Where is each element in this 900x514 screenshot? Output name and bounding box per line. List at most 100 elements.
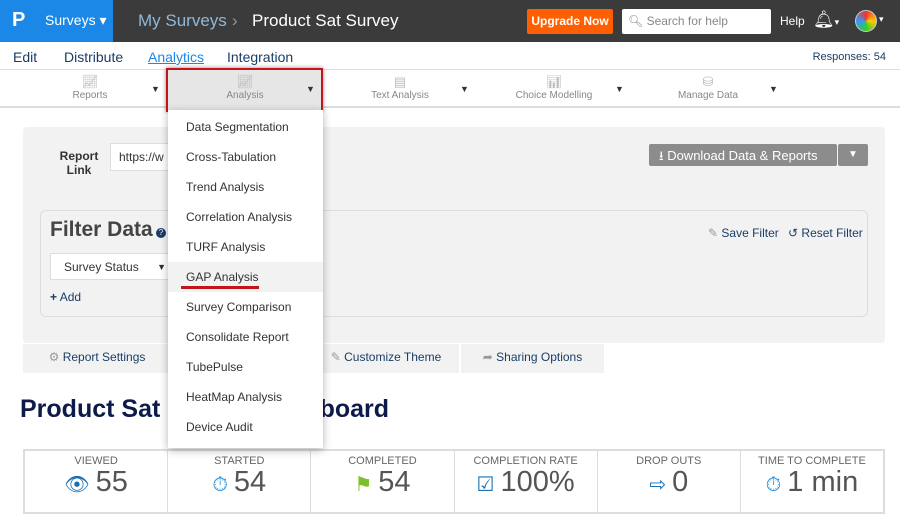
nav-distribute[interactable]: Distribute bbox=[64, 49, 124, 65]
nav-integration[interactable]: Integration bbox=[227, 49, 294, 65]
tab-label: Customize Theme bbox=[344, 350, 442, 364]
chevron-down-icon[interactable]: ▼ bbox=[615, 84, 624, 94]
analysis-dropdown-menu: Data Segmentation Cross-Tabulation Trend A… bbox=[168, 110, 323, 448]
avatar[interactable] bbox=[855, 10, 877, 32]
tool-label: Analysis bbox=[226, 90, 264, 101]
chart-icon: 📈︎ bbox=[81, 74, 99, 89]
menu-item-trend-analysis[interactable]: Trend Analysis bbox=[186, 180, 265, 194]
download-dropdown-button[interactable]: ▼ bbox=[838, 144, 868, 166]
menu-item-cross-tabulation[interactable]: Cross-Tabulation bbox=[186, 150, 277, 164]
save-label: Save Filter bbox=[721, 226, 779, 240]
flag-icon: ⚑ bbox=[354, 474, 373, 496]
stat-label: COMPLETED bbox=[348, 455, 417, 467]
chevron-down-icon[interactable]: ▾ bbox=[879, 14, 884, 24]
tab-report-settings[interactable]: ⚙ Report Settings bbox=[23, 344, 171, 373]
upgrade-button[interactable]: Upgrade Now bbox=[527, 9, 613, 34]
reset-label: Reset Filter bbox=[801, 226, 863, 240]
chevron-down-icon[interactable]: ▼ bbox=[306, 84, 315, 94]
nav-analytics[interactable]: Analytics bbox=[148, 49, 205, 65]
chevron-down-icon: ▼ bbox=[157, 262, 166, 272]
tab-label: Report Settings bbox=[62, 350, 146, 364]
toolbar bbox=[0, 71, 900, 108]
stopwatch-icon: ⏱︎ bbox=[765, 474, 782, 496]
reset-filter-button[interactable]: ↺ Reset Filter bbox=[788, 226, 863, 240]
menu-item-heatmap-analysis[interactable]: HeatMap Analysis bbox=[186, 390, 283, 404]
report-link-label: Report Link bbox=[59, 149, 99, 177]
menu-item-correlation-analysis[interactable]: Correlation Analysis bbox=[186, 210, 293, 224]
chevron-down-icon[interactable]: ▼ bbox=[769, 84, 778, 94]
menu-item-turf-analysis[interactable]: TURF Analysis bbox=[186, 240, 266, 254]
stat-label: STARTED bbox=[214, 455, 265, 467]
chart-icon: 📈︎ bbox=[236, 74, 254, 89]
menu-item-data-segmentation[interactable]: Data Segmentation bbox=[186, 120, 289, 134]
chevron-down-icon[interactable]: ▼ bbox=[460, 84, 469, 94]
stat-viewed: VIEWED 👁︎ 55 bbox=[25, 451, 169, 512]
edit-icon: ✎ bbox=[708, 226, 719, 240]
select-value: Survey Status bbox=[64, 260, 139, 274]
stopwatch-icon: ⏱︎ bbox=[212, 474, 228, 496]
stat-value: 100% bbox=[500, 466, 575, 498]
tab-customize-theme[interactable]: ✎ Customize Theme bbox=[313, 344, 459, 373]
stats-row: VIEWED 👁︎ 55 STARTED ⏱︎ 54 COMPLETED ⚑ 54 COMP… bbox=[23, 449, 885, 514]
stat-value: 54 bbox=[378, 466, 411, 498]
product-switcher[interactable]: P Surveys ▾ bbox=[0, 0, 113, 42]
save-filter-button[interactable]: ✎ Save Filter bbox=[708, 226, 779, 240]
stat-label: TIME TO COMPLETE bbox=[758, 455, 866, 467]
stat-value: 54 bbox=[233, 466, 267, 498]
product-label: Surveys bbox=[45, 12, 96, 28]
stat-started: STARTED ⏱︎ 54 bbox=[168, 451, 312, 512]
stat-drop-outs: DROP OUTS ⇨ 0 bbox=[598, 451, 741, 512]
tab-label: Sharing Options bbox=[496, 350, 583, 364]
stat-time-to-complete: TIME TO COMPLETE ⏱︎ 1 min bbox=[741, 451, 883, 512]
tool-label: Manage Data bbox=[677, 90, 739, 101]
search-icon: 🔍︎ bbox=[628, 14, 644, 28]
gap-analysis-underline bbox=[181, 286, 259, 289]
tool-text-analysis[interactable]: ▤ Text Analysis bbox=[360, 71, 440, 108]
stat-label: VIEWED bbox=[74, 455, 118, 467]
exit-icon: ⇨ bbox=[649, 474, 667, 496]
search-placeholder: Search for help bbox=[646, 14, 728, 28]
bell-icon[interactable]: 🔔︎▾ bbox=[813, 10, 840, 29]
menu-item-consolidate-report[interactable]: Consolidate Report bbox=[186, 330, 289, 344]
help-icon[interactable]: ? bbox=[156, 228, 166, 238]
responses-count[interactable]: Responses: 54 bbox=[812, 51, 886, 63]
tool-choice-modelling[interactable]: 📊︎ Choice Modelling bbox=[509, 71, 599, 108]
chevron-down-icon: ▾ bbox=[99, 12, 107, 28]
logo: P bbox=[12, 9, 26, 31]
stat-label: DROP OUTS bbox=[636, 455, 702, 467]
breadcrumb-my-surveys[interactable]: My Surveys bbox=[138, 11, 227, 30]
add-filter-button[interactable]: + Add bbox=[50, 290, 81, 304]
main-nav: Edit Distribute Analytics Integration Re… bbox=[0, 42, 900, 70]
nav-edit[interactable]: Edit bbox=[13, 49, 38, 65]
tool-manage-data[interactable]: ⛁ Manage Data bbox=[673, 71, 743, 108]
chevron-down-icon[interactable]: ▼ bbox=[151, 84, 160, 94]
chevron-right-icon: › bbox=[232, 11, 238, 30]
stat-value: 0 bbox=[672, 466, 689, 498]
stat-completed: COMPLETED ⚑ 54 bbox=[311, 451, 455, 512]
gear-icon: ⚙ bbox=[48, 350, 60, 364]
tool-label: Choice Modelling bbox=[515, 90, 593, 101]
filter-title: Filter Data bbox=[50, 218, 153, 241]
menu-item-device-audit[interactable]: Device Audit bbox=[186, 420, 253, 434]
menu-item-tubepulse[interactable]: TubePulse bbox=[186, 360, 243, 374]
download-label: Download Data & Reports bbox=[667, 148, 818, 163]
stat-completion-rate: COMPLETION RATE ☑ 100% bbox=[455, 451, 598, 512]
document-icon: ▤ bbox=[393, 74, 407, 89]
analysis-highlight bbox=[166, 68, 323, 112]
stat-value: 1 min bbox=[787, 466, 859, 498]
chart-icon: 📊︎ bbox=[545, 74, 563, 89]
tool-reports[interactable]: 📈︎ Reports bbox=[60, 71, 120, 108]
survey-status-select[interactable]: Survey Status ▼ bbox=[50, 253, 175, 280]
search-input[interactable]: 🔍︎ Search for help bbox=[622, 9, 771, 34]
breadcrumb-current: Product Sat Survey bbox=[252, 11, 399, 30]
download-button[interactable]: ⭳ Download Data & Reports bbox=[649, 144, 837, 166]
menu-item-survey-comparison[interactable]: Survey Comparison bbox=[186, 300, 292, 314]
tab-sharing-options[interactable]: ➦ Sharing Options bbox=[461, 344, 604, 373]
undo-icon: ↺ bbox=[788, 226, 799, 240]
title-part: Product Sat bbox=[20, 395, 161, 423]
tool-analysis[interactable]: 📈︎ Analysis bbox=[215, 71, 275, 108]
share-icon: ➦ bbox=[482, 350, 493, 364]
tool-label: Text Analysis bbox=[371, 90, 429, 101]
tool-label: Reports bbox=[72, 90, 108, 101]
help-link[interactable]: Help bbox=[780, 14, 805, 28]
